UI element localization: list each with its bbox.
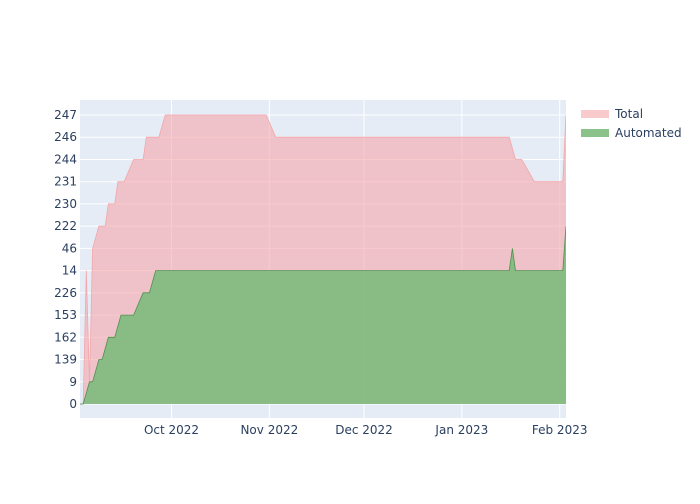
y-tick-label: 230 xyxy=(54,197,77,211)
legend-item-total[interactable]: Total xyxy=(581,107,643,121)
y-tick-label: 231 xyxy=(54,175,77,189)
legend[interactable]: Total Automated xyxy=(581,107,682,140)
y-tick-label: 14 xyxy=(62,264,77,278)
legend-swatch xyxy=(581,129,609,137)
series-layer xyxy=(80,114,566,405)
y-tick-label: 46 xyxy=(62,241,77,255)
y-tick-label: 162 xyxy=(54,330,77,344)
legend-label: Total xyxy=(614,107,643,121)
x-axis: Oct 2022 Nov 2022 Dec 2022 Jan 2023 Feb 2023 xyxy=(144,423,588,437)
y-axis: 0 9 139 162 153 226 14 46 222 230 231 244 246 247 xyxy=(54,108,77,411)
y-tick-label: 244 xyxy=(54,152,77,166)
y-tick-label: 139 xyxy=(54,353,77,367)
x-tick-label: Nov 2022 xyxy=(240,423,298,437)
x-tick-label: Jan 2023 xyxy=(434,423,488,437)
y-tick-label: 247 xyxy=(54,108,77,122)
y-tick-label: 9 xyxy=(69,375,77,389)
y-tick-label: 0 xyxy=(69,397,77,411)
series-automated xyxy=(80,226,566,405)
y-tick-label: 153 xyxy=(54,308,77,322)
series-line-automated xyxy=(80,226,566,405)
y-tick-label: 222 xyxy=(54,219,77,233)
legend-item-automated[interactable]: Automated xyxy=(581,126,682,140)
legend-label: Automated xyxy=(615,126,682,140)
x-tick-label: Feb 2023 xyxy=(532,423,588,437)
x-tick-label: Dec 2022 xyxy=(335,423,393,437)
y-tick-label: 246 xyxy=(54,130,77,144)
legend-swatch xyxy=(581,110,609,118)
x-tick-label: Oct 2022 xyxy=(144,423,199,437)
y-tick-label: 226 xyxy=(54,286,77,300)
series-line-total xyxy=(80,114,566,405)
